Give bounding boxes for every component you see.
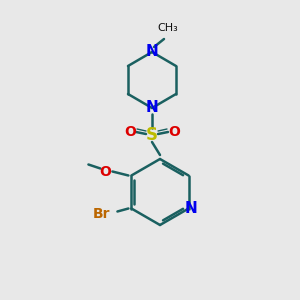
Text: N: N <box>146 44 158 59</box>
Text: S: S <box>146 126 158 144</box>
Text: O: O <box>168 125 180 139</box>
Text: O: O <box>100 164 111 178</box>
Text: Br: Br <box>93 208 110 221</box>
Text: O: O <box>124 125 136 139</box>
Text: N: N <box>146 100 158 116</box>
Text: N: N <box>184 201 197 216</box>
Text: CH₃: CH₃ <box>158 23 178 33</box>
